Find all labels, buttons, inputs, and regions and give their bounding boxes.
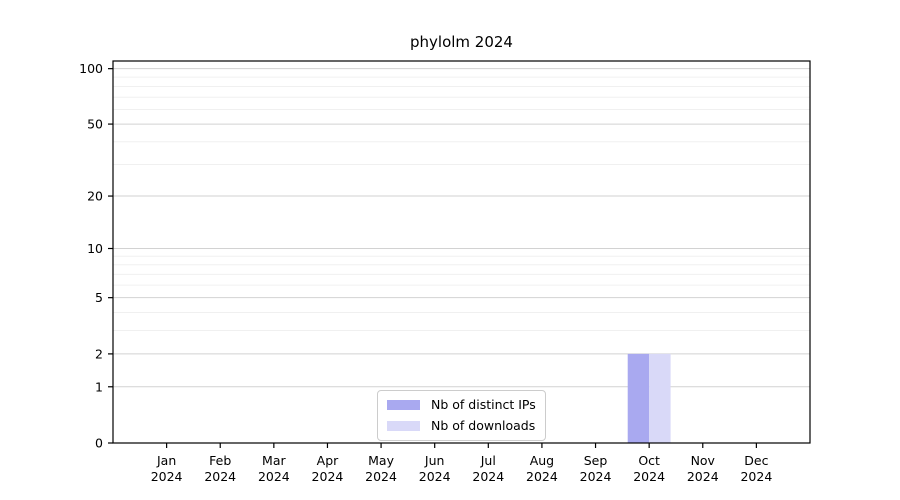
x-tick-year-label: 2024 [687,469,719,484]
legend-swatch-distinct-ips [387,400,420,410]
legend-swatch-downloads [387,421,420,431]
x-tick-month-label: Sep [584,453,608,468]
x-tick-year-label: 2024 [419,469,451,484]
x-tick-year-label: 2024 [365,469,397,484]
x-tick-month-label: Jun [424,453,445,468]
legend-label-distinct-ips: Nb of distinct IPs [431,397,536,412]
x-tick-year-label: 2024 [526,469,558,484]
x-tick-month-label: May [368,453,394,468]
legend-label-downloads: Nb of downloads [431,418,536,433]
x-tick-month-label: Jul [480,453,496,468]
x-tick-year-label: 2024 [472,469,504,484]
x-tick-year-label: 2024 [204,469,236,484]
x-tick-month-label: Feb [209,453,231,468]
x-tick-year-label: 2024 [312,469,344,484]
chart-title: phylolm 2024 [410,33,513,51]
x-tick-month-label: Oct [638,453,660,468]
legend-item-downloads: Nb of downloads [387,418,536,434]
y-tick-label: 1 [95,379,103,394]
legend: Nb of distinct IPs Nb of downloads [377,390,546,441]
bar-downloads [649,353,671,443]
x-tick-year-label: 2024 [151,469,183,484]
y-tick-label: 10 [87,241,103,256]
y-tick-label: 20 [87,189,103,204]
y-tick-label: 2 [95,346,103,361]
legend-item-distinct-ips: Nb of distinct IPs [387,397,536,413]
x-tick-month-label: Aug [530,453,554,468]
x-tick-month-label: Nov [691,453,716,468]
plot-frame [112,60,811,444]
x-tick-year-label: 2024 [740,469,772,484]
x-tick-month-label: Apr [317,453,339,468]
y-tick-label: 100 [79,61,103,76]
x-tick-month-label: Mar [262,453,286,468]
y-tick-label: 50 [87,117,103,132]
x-tick-month-label: Dec [744,453,768,468]
y-tick-label: 0 [95,436,103,451]
x-tick-year-label: 2024 [258,469,290,484]
bar-distinct-ips [627,353,650,443]
y-tick-label: 5 [95,290,103,305]
x-tick-month-label: Jan [156,453,176,468]
x-tick-year-label: 2024 [633,469,665,484]
x-tick-year-label: 2024 [580,469,612,484]
